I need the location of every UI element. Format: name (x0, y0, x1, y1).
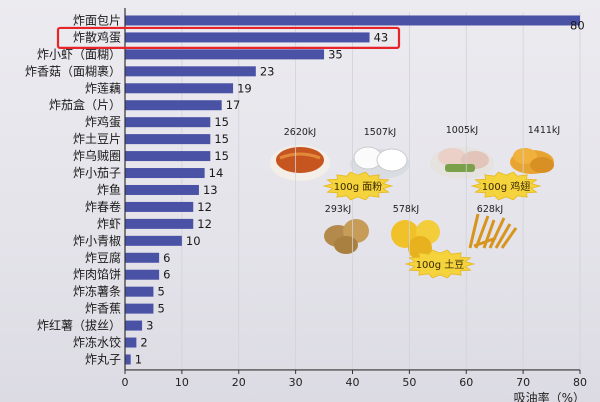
category-label: 炸小茄子 (73, 166, 121, 180)
category-label: 炸肉馅饼 (73, 267, 121, 282)
french-fries-illustration (468, 213, 518, 249)
value-label: 5 (157, 285, 164, 299)
energy-label: 1005kJ (446, 125, 478, 136)
annotations: 2620kJ 1507kJ 1005kJ 1411kJ 100g 面粉 100g 鸡翅 29… (284, 125, 560, 279)
category-label: 炸小虾（面糊） (37, 46, 121, 61)
x-tick-label: 80 (573, 376, 587, 389)
bar (125, 218, 194, 229)
bar (125, 252, 160, 263)
category-label: 炸茄盒（片） (49, 97, 121, 112)
energy-label: 1507kJ (364, 127, 396, 138)
bar (125, 83, 234, 94)
bar (125, 117, 211, 128)
badge-label: 100g 面粉 (334, 180, 383, 193)
value-label: 13 (203, 183, 218, 197)
energy-label: 1411kJ (528, 125, 560, 136)
badge-burst (322, 171, 394, 201)
value-label: 35 (328, 47, 343, 61)
bar (125, 320, 143, 331)
bar (125, 337, 137, 348)
value-label: 14 (209, 166, 224, 180)
category-label: 炸冻水饺 (73, 335, 121, 350)
highlight-box (56, 26, 401, 50)
value-label: 10 (186, 234, 201, 248)
value-label: 6 (163, 268, 170, 282)
bar (125, 269, 160, 280)
badge-burst (404, 249, 476, 279)
x-tick-label: 70 (516, 376, 530, 389)
bar (125, 66, 256, 77)
steamed-bun-illustration (350, 146, 410, 179)
category-label: 炸春卷 (85, 199, 121, 214)
bar (125, 15, 580, 26)
bar (125, 235, 182, 246)
bar-series (125, 15, 580, 365)
value-label: 17 (226, 98, 241, 112)
food-illustrations (270, 145, 554, 260)
bar (125, 151, 211, 162)
x-tick-label: 10 (175, 376, 189, 389)
value-label: 5 (157, 302, 164, 316)
category-label: 炸土豆片 (73, 132, 121, 146)
value-label: 80 (570, 18, 585, 32)
x-tick-label: 20 (232, 376, 246, 389)
category-label: 炸小青椒 (73, 234, 121, 248)
fried-fish-illustration (270, 145, 330, 181)
category-label: 炸鸡蛋 (85, 114, 121, 129)
category-label: 炸虾 (97, 217, 121, 231)
x-tick-label: 30 (289, 376, 303, 389)
category-label: 炸鱼 (97, 183, 121, 197)
category-label: 炸冻薯条 (73, 284, 121, 299)
bar (125, 134, 211, 145)
value-label: 15 (214, 149, 229, 163)
category-label: 炸丸子 (85, 352, 121, 366)
bar (125, 286, 154, 297)
value-label: 19 (237, 81, 252, 95)
energy-label: 578kJ (393, 204, 419, 215)
value-label: 3 (146, 319, 153, 333)
bar (125, 303, 154, 314)
category-label: 炸红薯（拔丝） (37, 318, 121, 333)
category-label: 炸散鸡蛋 (73, 29, 121, 44)
value-label: 23 (260, 64, 275, 78)
category-label: 炸莲藕 (85, 81, 121, 95)
category-label: 炸豆腐 (85, 250, 121, 265)
badge-burst (470, 171, 542, 201)
x-tick-label: 40 (346, 376, 360, 389)
category-label: 炸香菇（面糊裹） (25, 63, 121, 78)
raw-potato-illustration (324, 219, 369, 254)
boiled-chicken-illustration (430, 147, 494, 179)
bar (125, 184, 199, 195)
category-label: 炸面包片 (73, 13, 121, 27)
bar (125, 354, 131, 365)
x-tick-label: 50 (402, 376, 416, 389)
badge-label: 100g 土豆 (416, 258, 465, 271)
category-label: 炸香蕉 (85, 302, 121, 316)
bar (125, 201, 194, 212)
energy-label: 293kJ (325, 204, 351, 215)
fried-chicken-wings-illustration (510, 148, 554, 174)
energy-label: 2620kJ (284, 127, 316, 138)
bar (125, 100, 222, 111)
value-label: 12 (197, 217, 212, 231)
value-label: 43 (374, 30, 389, 44)
value-label: 2 (140, 336, 147, 350)
value-label: 15 (214, 115, 229, 129)
category-label: 炸乌贼圈 (73, 148, 121, 163)
bar (125, 32, 370, 43)
x-axis-title: 吸油率（%） (514, 390, 585, 402)
badge-label: 100g 鸡翅 (482, 180, 531, 193)
value-label: 6 (163, 251, 170, 265)
value-label: 12 (197, 200, 212, 214)
bar (125, 168, 205, 179)
x-tick-label: 60 (459, 376, 473, 389)
x-tick-label: 0 (122, 376, 129, 389)
energy-label: 628kJ (477, 204, 503, 215)
value-label: 15 (214, 132, 229, 146)
value-label: 1 (135, 352, 142, 366)
bar (125, 49, 325, 60)
